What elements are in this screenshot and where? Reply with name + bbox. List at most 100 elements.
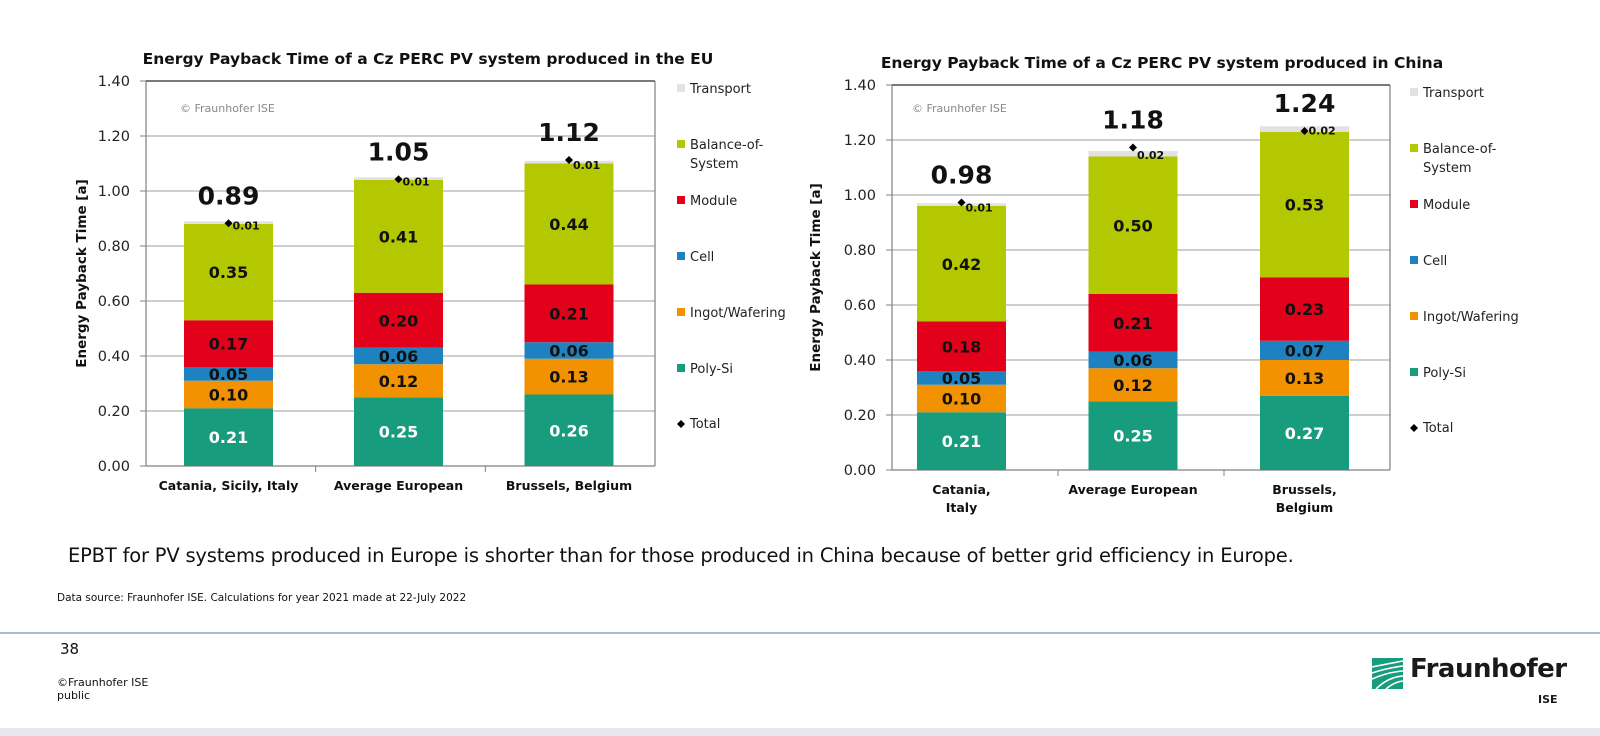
total-marker: [1129, 143, 1137, 152]
bar-segment-module: [917, 321, 1006, 371]
segment-value-label: 0.06: [379, 347, 418, 366]
y-tick-label: 0.80: [98, 239, 130, 255]
bar-segment-balance-of-system: [354, 180, 443, 293]
logo-name: Fraunhofer: [1410, 654, 1567, 684]
segment-value-label: 0.23: [1285, 300, 1324, 319]
segment-value-label: 0.06: [1113, 351, 1152, 370]
total-marker: [224, 219, 233, 228]
total-marker: [394, 175, 403, 184]
y-tick-label: 0.00: [844, 463, 876, 479]
segment-value-label: 0.25: [379, 423, 418, 442]
segment-value-label: 0.06: [549, 342, 588, 361]
bar-segment-transport: [1088, 151, 1178, 157]
segment-value-label: 0.10: [942, 390, 981, 409]
legend-label: Ingot/Wafering: [690, 306, 786, 321]
category-label: Belgium: [1276, 500, 1333, 515]
legend-swatch: [1410, 200, 1418, 208]
bar-segment-module: [1088, 294, 1178, 352]
watermark: © Fraunhofer ISE: [180, 102, 275, 115]
total-value-label: 1.05: [368, 137, 430, 166]
chart-china: Energy Payback Time of a Cz PERC PV syst…: [808, 54, 1519, 515]
total-value-label: 0.89: [198, 181, 260, 210]
bar-segment-cell: [917, 371, 1006, 385]
legend-label: Ingot/Wafering: [1423, 310, 1519, 325]
segment-value-label: 0.25: [1113, 427, 1152, 446]
category-label: Brussels, Belgium: [506, 478, 632, 493]
total-value-label: 1.12: [538, 118, 600, 147]
legend-total-marker: [677, 420, 685, 428]
y-axis-label: Energy Payback Time [a]: [74, 179, 90, 368]
segment-value-label: 0.17: [209, 335, 248, 354]
bar-segment-ingot-wafering: [524, 358, 614, 395]
total-marker: [1300, 127, 1309, 135]
y-tick-label: 1.00: [98, 184, 130, 200]
legend-label: Total: [689, 417, 720, 432]
legend-swatch: [677, 140, 685, 148]
legend-swatch: [1410, 368, 1418, 376]
segment-value-label: 0.50: [1113, 216, 1152, 235]
legend-swatch: [1410, 88, 1418, 96]
bar-segment-poly-si: [524, 394, 614, 466]
footer-copyright: ©Fraunhofer ISE public: [57, 676, 148, 702]
segment-value-label: 0.26: [549, 421, 588, 440]
segment-value-label: 0.07: [1285, 341, 1324, 360]
transport-value-label: 0.01: [233, 219, 260, 232]
bar-segment-cell: [354, 347, 443, 365]
legend-label: Module: [1423, 198, 1470, 213]
segment-value-label: 0.21: [1113, 314, 1152, 333]
legend-label: Transport: [689, 82, 751, 97]
segment-value-label: 0.35: [209, 263, 248, 282]
chart-title: Energy Payback Time of a Cz PERC PV syst…: [143, 50, 714, 68]
bar-segment-ingot-wafering: [1088, 368, 1178, 402]
bar-segment-poly-si: [917, 412, 1006, 470]
segment-value-label: 0.05: [942, 369, 981, 388]
segment-value-label: 0.13: [1285, 369, 1324, 388]
chart-eu: Energy Payback Time of a Cz PERC PV syst…: [74, 50, 786, 493]
legend-swatch: [677, 252, 685, 260]
bar-segment-balance-of-system: [1088, 156, 1178, 294]
bar-segment-cell: [184, 367, 273, 381]
transport-value-label: 0.02: [1137, 149, 1164, 162]
y-tick-label: 0.40: [844, 353, 876, 369]
category-label: Average European: [334, 478, 463, 493]
bar-segment-balance-of-system: [524, 163, 614, 285]
y-tick-label: 0.20: [98, 404, 130, 420]
legend-label: Cell: [690, 250, 714, 265]
fraunhofer-logo: Fraunhofer ISE: [1372, 654, 1572, 716]
segment-value-label: 0.18: [942, 337, 981, 356]
segment-value-label: 0.44: [549, 215, 588, 234]
legend-label: Poly-Si: [690, 362, 733, 377]
legend-label: Balance-of-: [690, 138, 764, 153]
category-label: Catania,: [932, 482, 990, 497]
bar-segment-module: [524, 284, 614, 343]
segment-value-label: 0.21: [942, 432, 981, 451]
legend-label: System: [1423, 161, 1471, 176]
segment-value-label: 0.42: [942, 255, 981, 274]
bar-segment-ingot-wafering: [184, 380, 273, 409]
bar-segment-ingot-wafering: [1260, 360, 1349, 396]
slide-caption: EPBT for PV systems produced in Europe i…: [68, 544, 1294, 567]
segment-value-label: 0.21: [209, 428, 248, 447]
legend-swatch: [1410, 312, 1418, 320]
logo-sub: ISE: [1538, 693, 1558, 706]
y-tick-label: 1.20: [98, 129, 130, 145]
bar-segment-module: [184, 320, 273, 367]
bar-segment-ingot-wafering: [917, 384, 1006, 413]
bar-segment-module: [354, 292, 443, 348]
classification-text: public: [57, 689, 91, 702]
total-marker: [565, 156, 573, 164]
segment-value-label: 0.21: [549, 304, 588, 323]
bar-segment-balance-of-system: [184, 224, 273, 321]
legend-swatch: [677, 196, 685, 204]
bar-segment-balance-of-system: [1260, 131, 1349, 278]
copyright-text: ©Fraunhofer ISE: [57, 676, 149, 689]
page-number: 38: [60, 640, 80, 658]
bar-segment-ingot-wafering: [354, 364, 443, 398]
segment-value-label: 0.10: [209, 386, 248, 405]
y-tick-label: 0.00: [98, 459, 130, 475]
legend-swatch: [677, 364, 685, 372]
y-tick-label: 0.60: [98, 294, 130, 310]
segment-value-label: 0.20: [379, 311, 418, 330]
y-tick-label: 1.20: [844, 133, 876, 149]
